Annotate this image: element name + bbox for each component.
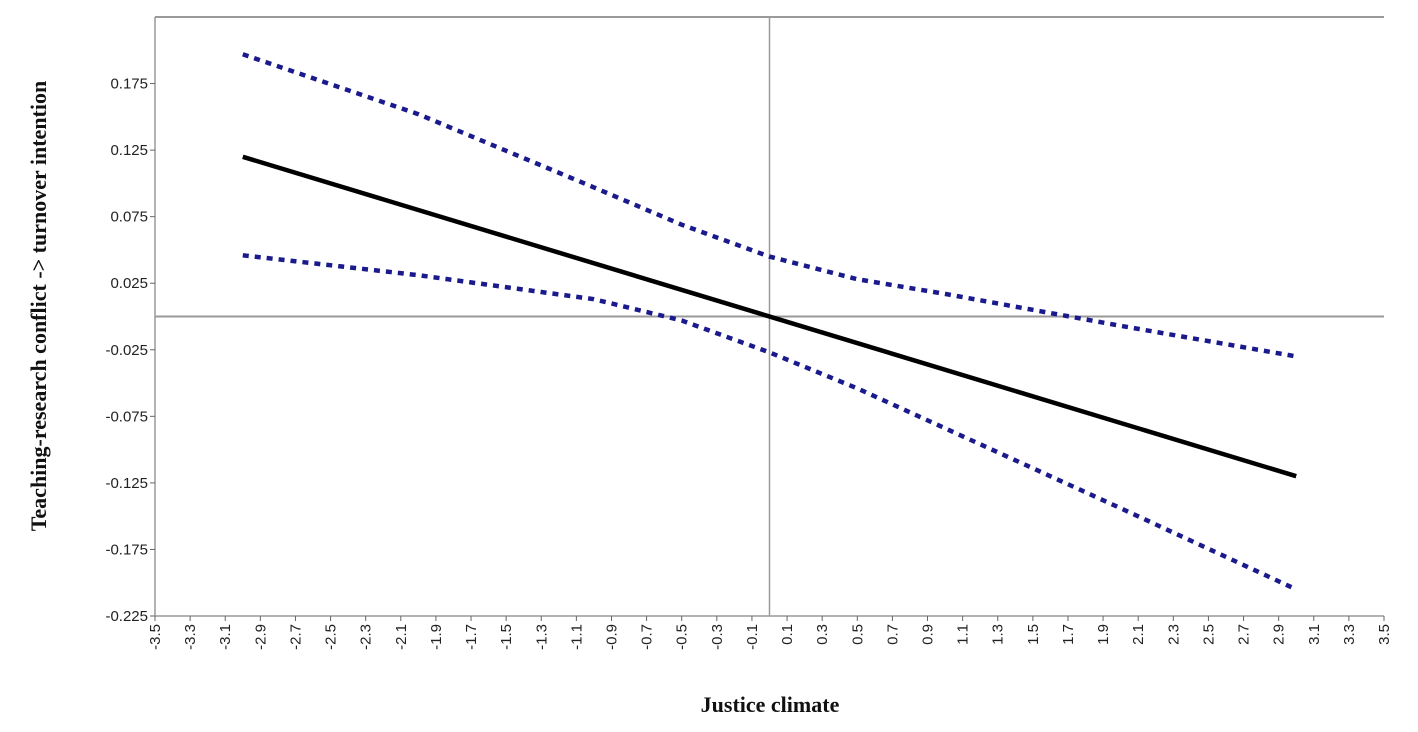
x-tick-label: -1.7 — [463, 624, 480, 650]
x-tick-label: -2.3 — [358, 624, 375, 650]
x-tick-label: 2.3 — [1165, 624, 1182, 645]
y-tick-label: -0.225 — [105, 608, 148, 625]
x-tick-label: 3.3 — [1341, 624, 1358, 645]
x-tick-label: -0.1 — [744, 624, 761, 650]
y-tick-label: -0.025 — [105, 342, 148, 359]
x-tick-label: -1.9 — [428, 624, 445, 650]
series-lines — [242, 52, 1298, 592]
y-tick-label: 0.075 — [110, 209, 148, 226]
x-axis-title: Justice climate — [701, 692, 840, 717]
x-tick-label: 0.1 — [779, 624, 796, 645]
axes: 0.175 0.125 0.075 0.025 -0.025 -0.075 -0.125 -0… — [105, 16, 1393, 650]
y-tick-label: -0.075 — [105, 408, 148, 425]
x-tick-label: -0.5 — [674, 624, 691, 650]
x-tick-label: -0.9 — [603, 624, 620, 650]
y-tick-label: 0.125 — [110, 142, 148, 159]
x-tick-label: -1.3 — [533, 624, 550, 650]
x-tick-label: 0.9 — [920, 624, 937, 645]
x-tick-label: 2.7 — [1236, 624, 1253, 645]
x-tick-label: -2.1 — [393, 624, 410, 650]
x-tick-label: 1.7 — [1060, 624, 1077, 645]
x-tick-label: -3.3 — [182, 624, 199, 650]
x-tick-label: -3.5 — [147, 624, 164, 650]
x-tick-label: 2.5 — [1200, 624, 1217, 645]
upper-bound-line — [242, 52, 1297, 359]
y-axis-title: Teaching-research conflict -> turnover i… — [26, 81, 51, 531]
x-tick-label: 1.5 — [1025, 624, 1042, 645]
x-tick-label: 2.9 — [1271, 624, 1288, 645]
x-tick-label: -0.3 — [709, 624, 726, 650]
x-tick-label: -1.1 — [568, 624, 585, 650]
x-tick-label: 2.1 — [1130, 624, 1147, 645]
x-tick-label: 3.1 — [1306, 624, 1323, 645]
x-tick-label: 0.5 — [849, 624, 866, 645]
x-tick-label: 1.1 — [955, 624, 972, 645]
x-tick-label: 1.9 — [1095, 624, 1112, 645]
y-tick-label: 0.175 — [110, 76, 148, 93]
x-tick-label: -2.9 — [252, 624, 269, 650]
x-tick-label: 3.5 — [1376, 624, 1393, 645]
x-tick-label: -2.5 — [323, 624, 340, 650]
y-tick-label: -0.125 — [105, 475, 148, 492]
lower-bound-line — [242, 253, 1298, 592]
x-tick-label: -2.7 — [287, 624, 304, 650]
y-tick-label: 0.025 — [110, 275, 148, 292]
y-tick-label: -0.175 — [105, 541, 148, 558]
x-tick-label: 1.3 — [990, 624, 1007, 645]
x-tick-label: -1.5 — [498, 624, 515, 650]
x-tick-label: 0.7 — [884, 624, 901, 645]
x-tick-label: -0.7 — [639, 624, 656, 650]
x-tick-label: 0.3 — [814, 624, 831, 645]
estimate-line — [242, 154, 1297, 479]
x-tick-label: -3.1 — [217, 624, 234, 650]
